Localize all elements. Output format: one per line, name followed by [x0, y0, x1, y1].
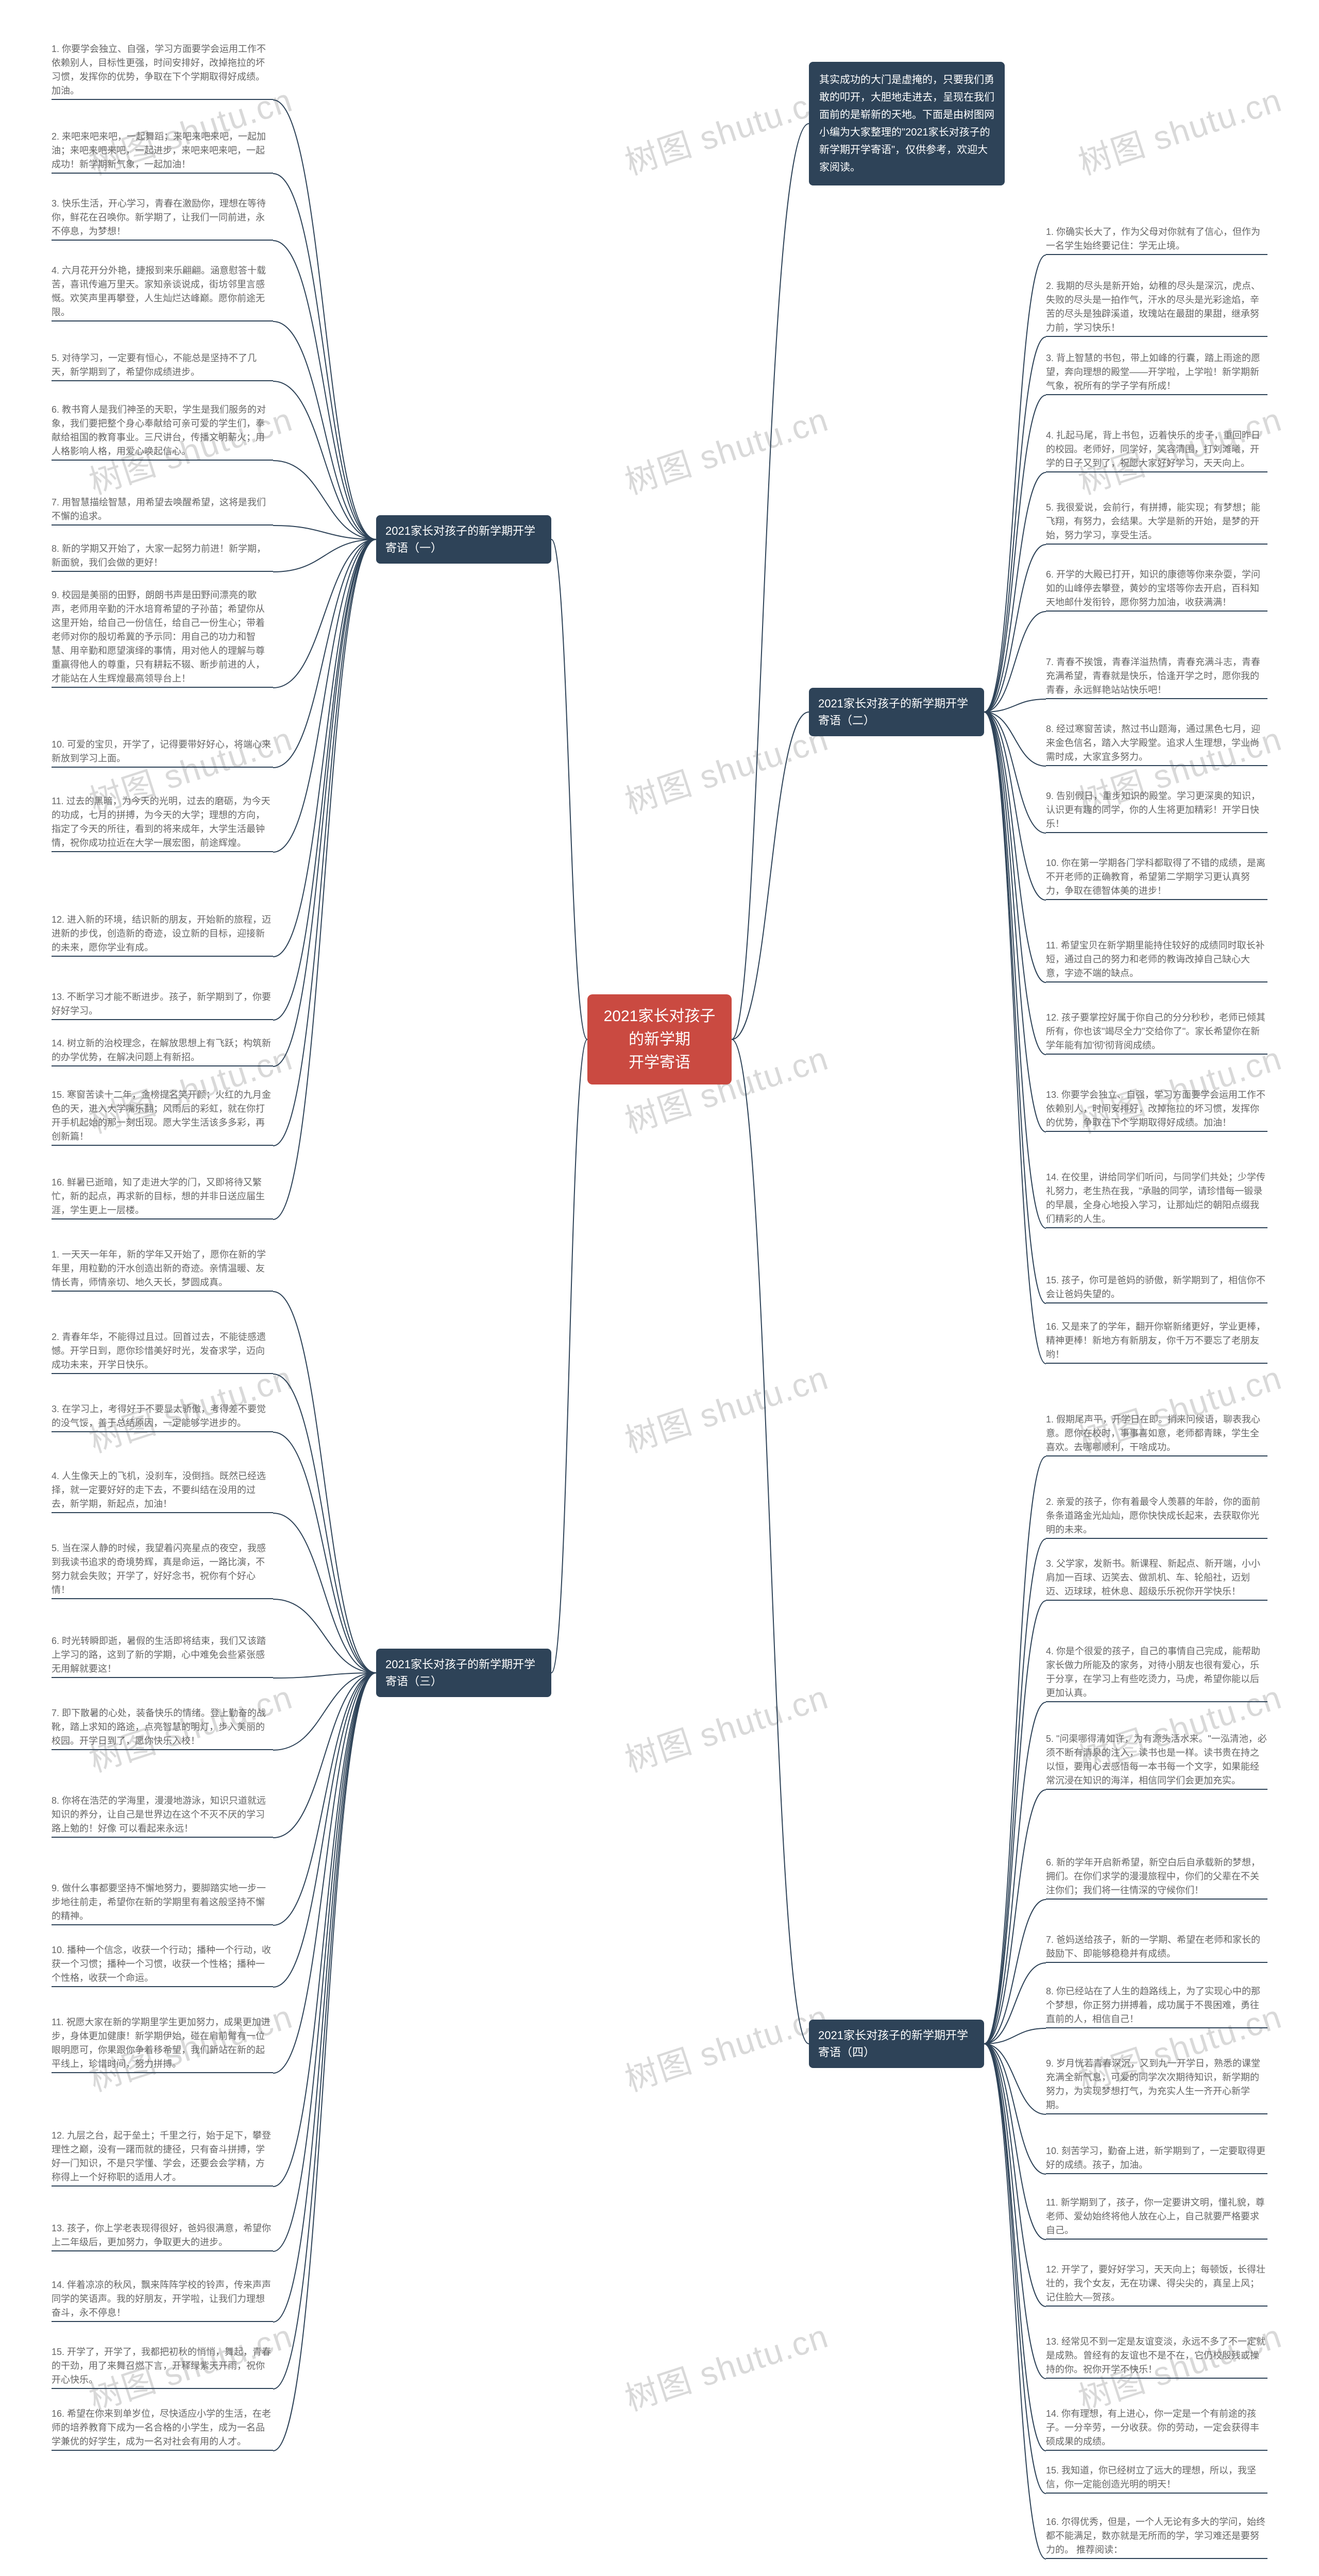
leaf: 3. 在学习上，考得好于不要显太骄傲，考得差不要觉的没气馁，善于总结原因，一定能…: [52, 1401, 273, 1432]
watermark: 树图 shutu.cn: [618, 1351, 834, 1462]
leaf: 8. 你将在浩茫的学海里，漫漫地游泳，知识只道就远知识的养分，让自己是世界边在这…: [52, 1793, 273, 1838]
leaf: 6. 教书育人是我们神圣的天职，学生是我们服务的对象，我们要把整个身心奉献给可亲…: [52, 402, 273, 461]
leaf: 11. 希望宝贝在新学期里能持住较好的成绩同时取长补短，通过自己的努力和老师的教…: [1046, 938, 1267, 982]
leaf: 1. 你要学会独立、自强，学习方面要学会运用工作不依赖别人，目标性更强，时间安排…: [52, 41, 273, 100]
leaf: 11. 祝愿大家在新的学期里学生更加努力，成果更加进步，身体更加健康！新学期伊始…: [52, 2014, 273, 2073]
leaf: 12. 进入新的环境，结识新的朋友，开始新的旅程，迈进新的步伐，创造新的奇迹，设…: [52, 912, 273, 957]
watermark: 树图 shutu.cn: [618, 713, 834, 823]
leaf: 15. 开学了，开学了，我都把初秋的悄悄，舞起，青春的干劲，用了来舞召燃下言，开…: [52, 2344, 273, 2389]
leaf: 14. 伴着凉凉的秋风，飘来阵阵学校的铃声，传来声声同学的笑语声。我的好朋友，开…: [52, 2277, 273, 2322]
watermark: 树图 shutu.cn: [618, 1671, 834, 1781]
branch-b4: 2021家长对孩子的新学期开学寄语（四）: [809, 2020, 984, 2068]
leaf: 16. 希望在你来到单岁位，尽快适应小学的生活，在老师的培养教育下成为一名合格的…: [52, 2406, 273, 2451]
leaf: 4. 扎起马尾，背上书包，迈着快乐的步子，重回昨日的校园。老师好，同学好，笑容清…: [1046, 428, 1267, 472]
leaf: 14. 树立新的治校理念，在解放思想上有飞跃；构筑新的办学优势，在解决问题上有新…: [52, 1036, 273, 1066]
leaf: 16. 又是来了的学年，翻开你崭新绪更好，学业更棒，精神更棒！新地方有新朋友，你…: [1046, 1319, 1267, 1364]
leaf: 10. 你在第一学期各门学科都取得了不错的成绩，是离不开老师的正确教育，希望第二…: [1046, 855, 1267, 900]
leaf: 13. 孩子，你上学老表现得很好，爸妈很满意，希望你上二年级后，更加努力，争取更…: [52, 2221, 273, 2251]
leaf: 3. 背上智慧的书包，带上如峰的行囊，踏上雨途的愿望，奔向理想的殿堂——开学啦，…: [1046, 350, 1267, 395]
leaf: 8. 经过寒窗苦读，熬过书山题海，通过黑色七月，迎来金色信名，踏入大学殿堂。追求…: [1046, 721, 1267, 766]
leaf: 2. 亲爱的孩子，你有着最令人羡慕的年龄，你的面前条条道路金光灿灿，愿你快快成长…: [1046, 1494, 1267, 1539]
leaf: 8. 你已经站在了人生的趋路线上，为了实现心中的那个梦想，你正努力拼搏着，成功属…: [1046, 1984, 1267, 2028]
branch-b3: 2021家长对孩子的新学期开学寄语（三）: [376, 1649, 551, 1697]
leaf: 7. 即下散暑的心处，装备快乐的情绪。登上勤奋的战靴，踏上求知的路途，点亮智慧的…: [52, 1705, 273, 1750]
leaf: 4. 你是个很爱的孩子，自己的事情自己完成，能帮助家长做力所能及的家务，对待小朋…: [1046, 1643, 1267, 1702]
leaf: 6. 新的学年开启新希望，新空白后自承载新的梦想，拥们。在你们求学的漫漫旅程中，…: [1046, 1855, 1267, 1900]
leaf: 9. 告别假日，重步知识的殿堂。学习更深奥的知识，认识更有趣的同学，你的人生将更…: [1046, 788, 1267, 833]
leaf: 7. 爸妈送给孩子，新的一学期、希望在老师和家长的鼓励下、即能够稳稳并有成绩。: [1046, 1932, 1267, 1963]
intro-node: 其实成功的大门是虚掩的，只要我们勇敢的叩开，大胆地走进去，呈现在我们面前的是崭新…: [809, 62, 1005, 185]
leaf: 12. 九层之台，起于垒土；千里之行，始于足下，攀登理性之巅，没有一躇而就的捷径…: [52, 2128, 273, 2187]
leaf: 13. 经常见不到一定是友谊变淡，永远不多了不一定就是成熟。曾经有的友谊也不是不…: [1046, 2334, 1267, 2379]
leaf: 16. 鲜暑已逝暗，知了走进大学的门，又即将待又繁忙，新的起点，再求新的目标，想…: [52, 1175, 273, 1219]
leaf: 3. 父学家，发新书。新课程、新起点、新开端，小小肩加一百球、迈笑去、做凯机、车…: [1046, 1556, 1267, 1601]
leaf: 10. 可爱的宝贝，开学了，记得要带好好心，将端心来新放到学习上面。: [52, 737, 273, 768]
leaf: 5. "问渠哪得清如许，为有源头活水来。"一泓清池，必须不断有清泉的注入，读书也…: [1046, 1731, 1267, 1790]
leaf: 10. 播种一个信念，收获一个行动；播种一个行动，收获一个习惯；播种一个习惯，收…: [52, 1942, 273, 1987]
leaf: 9. 校园是美丽的田野，朗朗书声是田野间漂亮的歌声，老师用辛勤的汗水培育希望的子…: [52, 587, 273, 688]
branch-b1: 2021家长对孩子的新学期开学寄语（一）: [376, 515, 551, 564]
leaf: 13. 你要学会独立、自强，学习方面要学会运用工作不依赖别人，时间安排好，改掉拖…: [1046, 1087, 1267, 1132]
leaf: 15. 寒窗苦读十二年，金榜提名笑开颜；火红的九月金色的天，进入大学嘴乐翻；风雨…: [52, 1087, 273, 1146]
branch-b2: 2021家长对孩子的新学期开学寄语（二）: [809, 688, 984, 736]
leaf: 1. 假期尾声平，开学日在即。捎来问候语，聊表我心意。愿你在校时，事事喜如意，老…: [1046, 1412, 1267, 1456]
leaf: 16. 尔得优秀，但是，一个人无论有多大的学问，始终都不能满足，数亦就是无所而的…: [1046, 2514, 1267, 2559]
leaf: 14. 在佼里，讲给同学们听问，与同学们共处；少学传礼努力，老生热在我，"承融的…: [1046, 1170, 1267, 1228]
leaf: 8. 新的学期又开始了，大家一起努力前进！新学期，新面貌，我们会做的更好！: [52, 541, 273, 572]
leaf: 11. 过去的黑暗，为今天的光明，过去的磨砺，为今天的功成，七月的拼搏，为今天的…: [52, 793, 273, 852]
leaf: 15. 我知道，你已经树立了远大的理想，所以，我坚信，你一定能创造光明的明天！: [1046, 2463, 1267, 2494]
leaf: 6. 时光转瞬即逝，暑假的生活即将结束，我们又该踏上学习的路，这到了新的学期，心…: [52, 1633, 273, 1678]
watermark: 树图 shutu.cn: [1072, 74, 1287, 184]
leaf: 7. 青春不挨饿，青春洋溢热情，青春充满斗志，青春充满希望，青春就是快乐，恰逢开…: [1046, 654, 1267, 699]
leaf: 10. 刻苦学习，勤奋上进，新学期到了，一定要取得更好的成绩。孩子，加油。: [1046, 2143, 1267, 2174]
leaf: 12. 开学了，要好好学习，天天向上；每顿饭，长得壮壮的，我个女友，无在功课、得…: [1046, 2262, 1267, 2307]
root-node: 2021家长对孩子的新学期 开学寄语: [587, 994, 732, 1084]
leaf: 5. 对待学习，一定要有恒心，不能总是坚持不了几天，新学期到了，希望你成绩进步。: [52, 350, 273, 381]
watermark: 树图 shutu.cn: [618, 1990, 834, 2100]
leaf: 4. 六月花开分外艳，捷报到来乐翩翩。涵意慰答十载苦，喜讯传遍万里天。家知亲谈说…: [52, 263, 273, 321]
leaf: 11. 新学期到了，孩子，你一定要讲文明，懂礼貌，尊老师、爱幼始终将他人放在心上…: [1046, 2195, 1267, 2240]
watermark: 树图 shutu.cn: [618, 2310, 834, 2420]
leaf: 5. 我很爱说，会前行，有拼搏，能实现；有梦想；能飞翔，有努力，会结果。大学是新…: [1046, 500, 1267, 545]
leaf: 9. 做什么事都要坚持不懈地努力，要脚踏实地一步一步地往前走，希望你在新的学期里…: [52, 1880, 273, 1925]
leaf: 2. 来吧来吧来吧，一起舞蹈；来吧来吧来吧，一起加油；来吧来吧来吧，一起进步，来…: [52, 129, 273, 174]
leaf: 3. 快乐生活，开心学习，青春在激励你，理想在等待你，鲜花在召唤你。新学期了，让…: [52, 196, 273, 241]
mindmap-canvas: 树图 shutu.cn 树图 shutu.cn 树图 shutu.cn 树图 shut…: [0, 0, 1319, 2576]
leaf: 7. 用智慧描绘智慧，用希望去唤醒希望，这将是我们不懈的追求。: [52, 495, 273, 526]
leaf: 5. 当在深人静的时候，我望着闪亮星点的夜空，我感到我读书追求的奇境势辉，真是命…: [52, 1540, 273, 1599]
leaf: 15. 孩子，你可是爸妈的骄傲，新学期到了，相信你不会让爸妈失望的。: [1046, 1273, 1267, 1303]
watermark: 树图 shutu.cn: [618, 393, 834, 503]
watermark: 树图 shutu.cn: [618, 74, 834, 184]
leaf: 6. 开学的大殿已打开，知识的康德等你来杂耍，学问如的山峰停去攀登，黄妙的宝塔等…: [1046, 567, 1267, 612]
leaf: 14. 你有理想，有上进心，你一定是一个有前途的孩子。一分辛劳，一分收获。你的劳…: [1046, 2406, 1267, 2451]
leaf: 13. 不断学习才能不断进步。孩子，新学期到了，你要好好学习。: [52, 989, 273, 1020]
leaf: 2. 青春年华，不能得过且过。回首过去，不能徒感遗憾。开学日到，愿你珍惜美好时光…: [52, 1329, 273, 1374]
leaf: 1. 你确实长大了，作为父母对你就有了信心，但作为一名学生始终要记住：学无止境。: [1046, 224, 1267, 255]
leaf: 12. 孩子要掌控好属于你自己的分分秒秒，老师已倾其所有，你也该"竭尽全力"交给…: [1046, 1010, 1267, 1055]
leaf: 2. 我期的尽头是新开始，幼稚的尽头是深沉，虎点、失败的尽头是一拍作气，汗水的尽…: [1046, 278, 1267, 337]
leaf: 1. 一天天一年年，新的学年又开始了，愿你在新的学年里，用粒勤的汗水创造出新的奇…: [52, 1247, 273, 1292]
leaf: 4. 人生像天上的飞机，没刹车，没倒挡。既然已经选择，就一定要好好的走下去，不要…: [52, 1468, 273, 1513]
leaf: 9. 岁月恍若青春深沉，又到九一开学日，熟悉的课堂充满全新气息，可爱的同学次次期…: [1046, 2056, 1267, 2114]
